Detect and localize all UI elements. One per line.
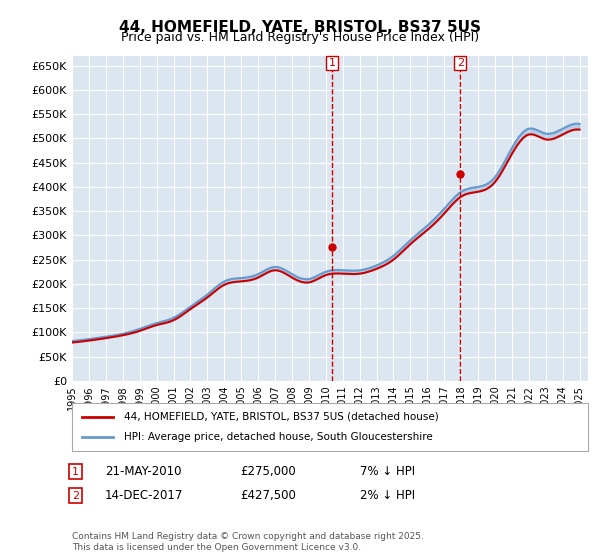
Text: Contains HM Land Registry data © Crown copyright and database right 2025.
This d: Contains HM Land Registry data © Crown c…	[72, 532, 424, 552]
Text: 44, HOMEFIELD, YATE, BRISTOL, BS37 5US: 44, HOMEFIELD, YATE, BRISTOL, BS37 5US	[119, 20, 481, 35]
Text: Price paid vs. HM Land Registry's House Price Index (HPI): Price paid vs. HM Land Registry's House …	[121, 31, 479, 44]
Text: 1: 1	[329, 58, 335, 68]
Text: 2: 2	[72, 491, 79, 501]
Text: HPI: Average price, detached house, South Gloucestershire: HPI: Average price, detached house, Sout…	[124, 432, 433, 442]
Text: 2% ↓ HPI: 2% ↓ HPI	[360, 489, 415, 502]
Text: 44, HOMEFIELD, YATE, BRISTOL, BS37 5US (detached house): 44, HOMEFIELD, YATE, BRISTOL, BS37 5US (…	[124, 412, 439, 422]
Text: 2: 2	[457, 58, 464, 68]
Text: 7% ↓ HPI: 7% ↓ HPI	[360, 465, 415, 478]
Text: 1: 1	[72, 466, 79, 477]
Text: 21-MAY-2010: 21-MAY-2010	[105, 465, 182, 478]
Text: £275,000: £275,000	[240, 465, 296, 478]
Text: £427,500: £427,500	[240, 489, 296, 502]
Text: 14-DEC-2017: 14-DEC-2017	[105, 489, 184, 502]
